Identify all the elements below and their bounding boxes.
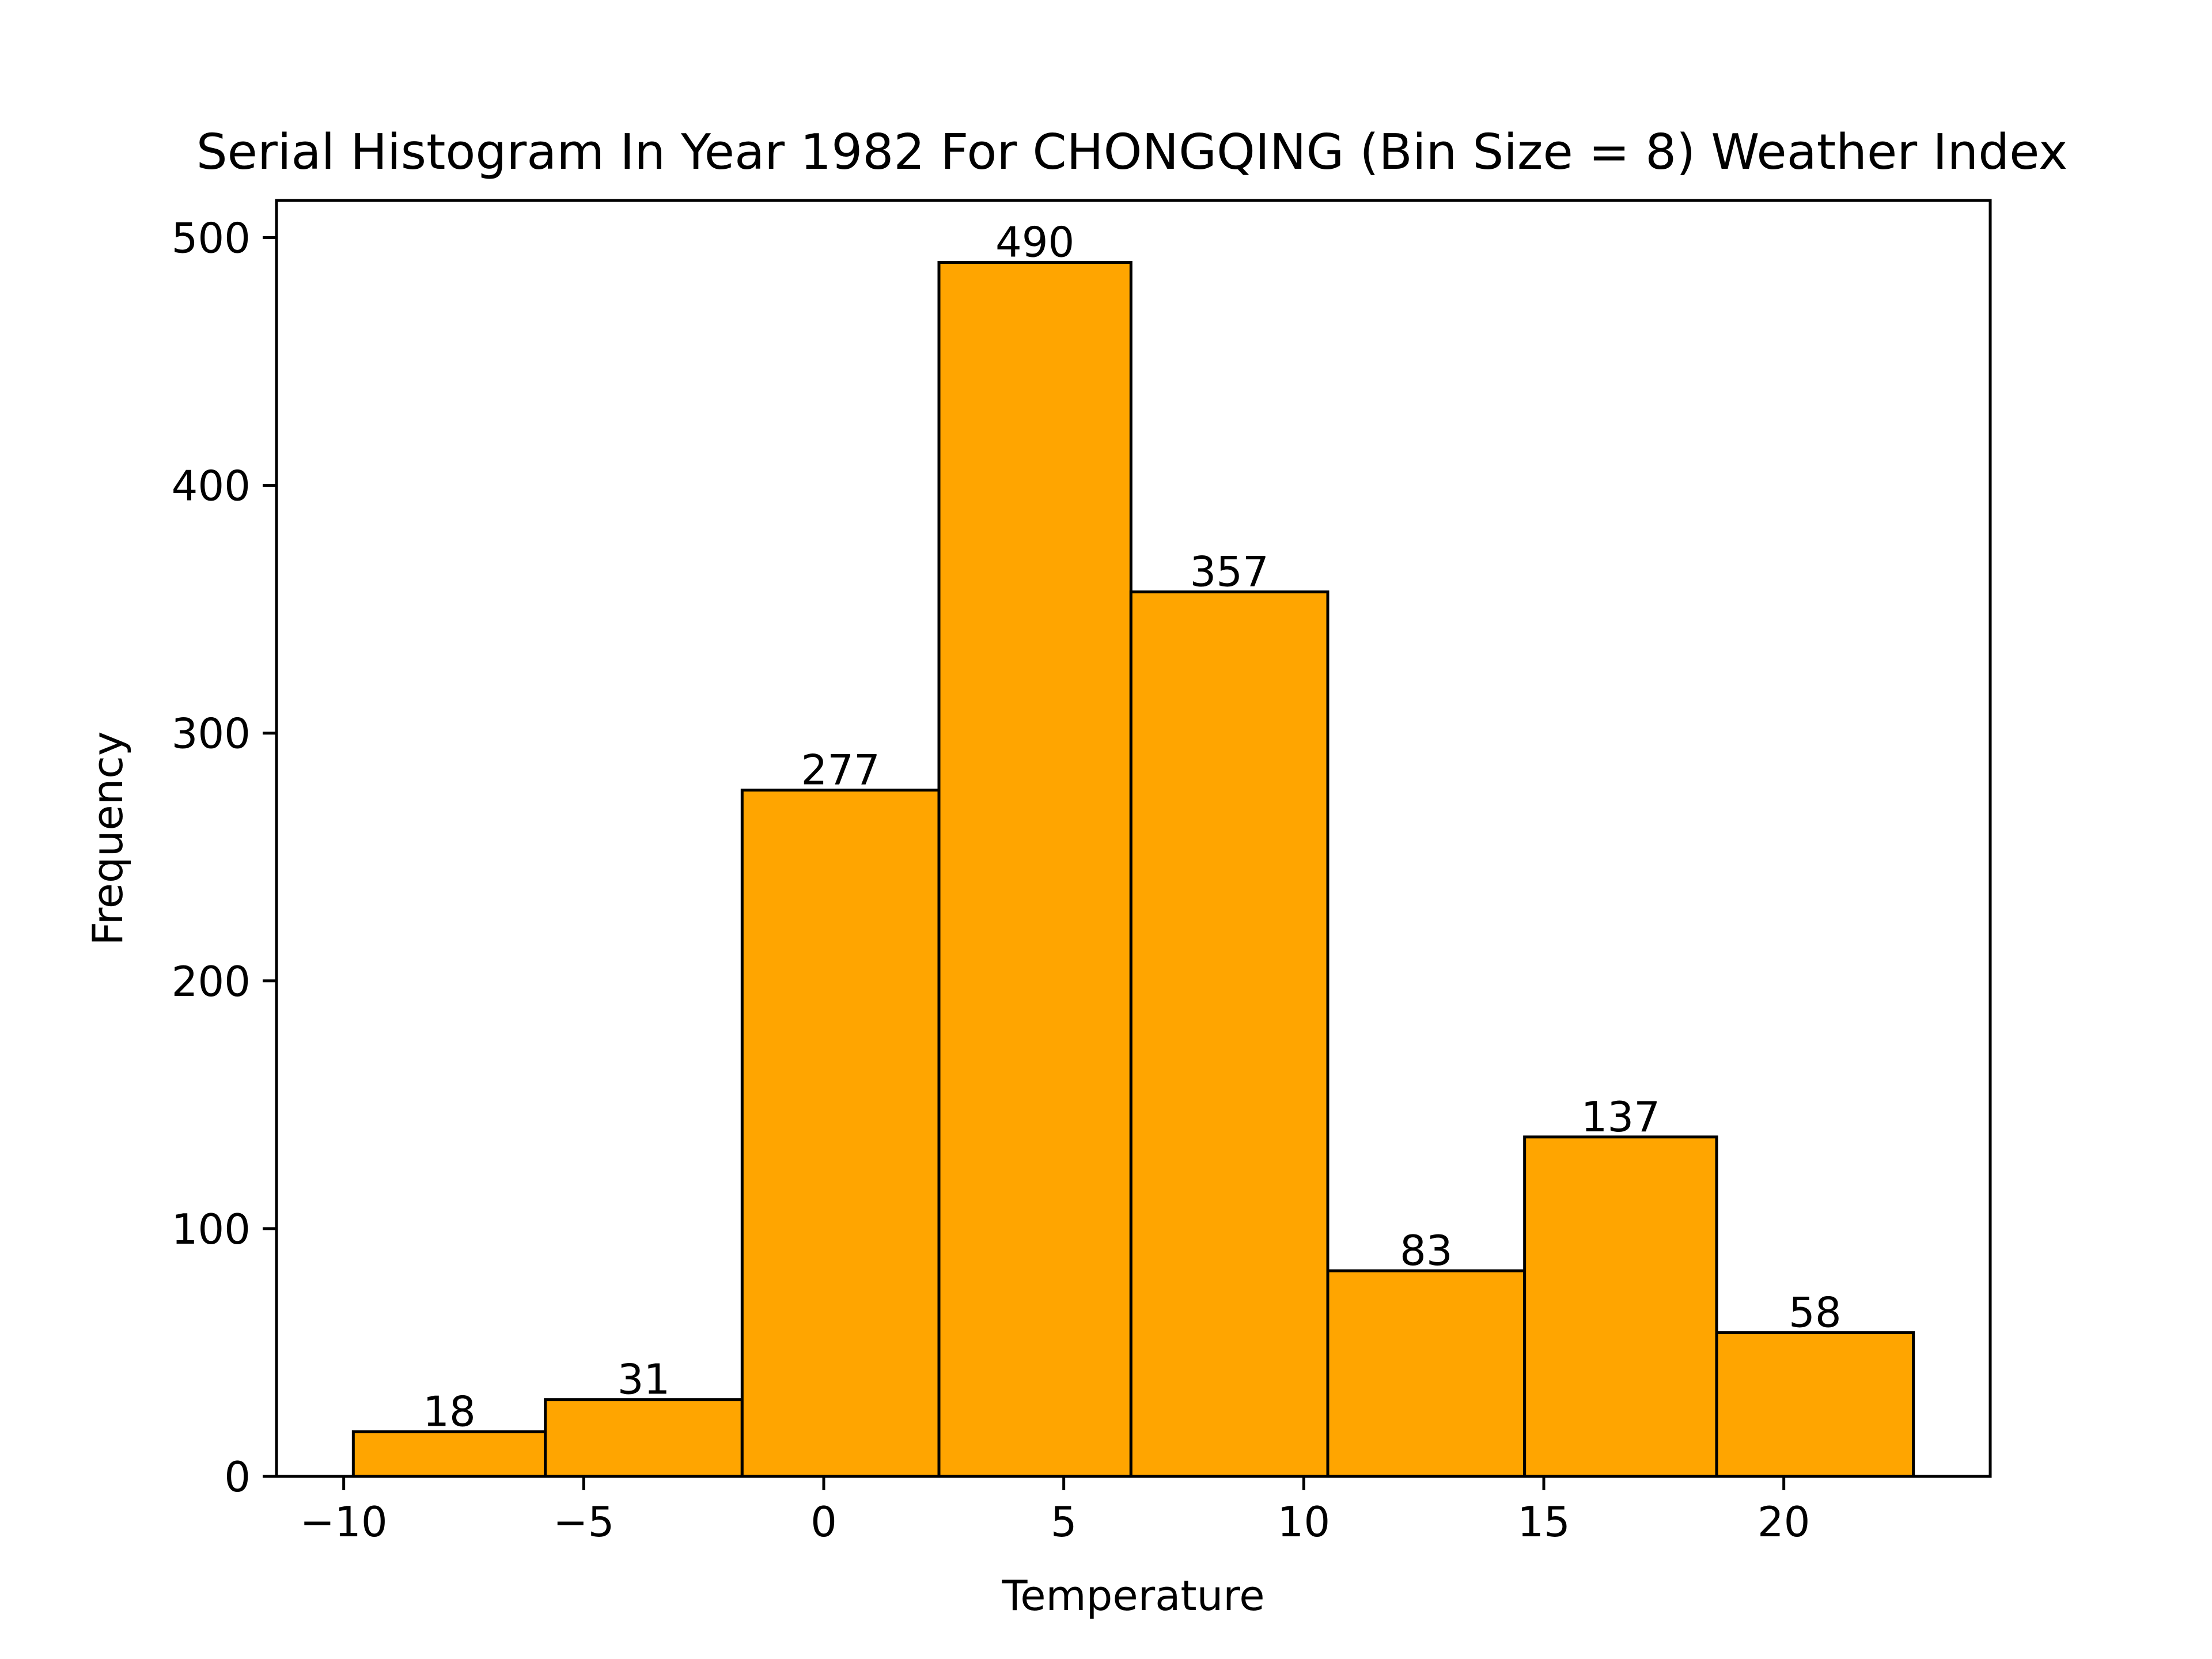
histogram-bar [1129,590,1330,1478]
bar-value-label: 58 [1789,1289,1842,1337]
y-axis-label: Frequency [84,732,132,946]
y-tick-label: 100 [172,1205,251,1253]
histogram-bar [1523,1135,1718,1478]
plot-area-frame [275,199,1992,1478]
y-tick-label: 400 [172,462,251,510]
histogram-bar [937,261,1132,1478]
bar-value-label: 18 [423,1388,476,1436]
data-labels-group: 18 31 277 490 357 83 137 58 [423,218,1841,1436]
bars-group [351,261,1915,1478]
x-tick-label: 20 [1758,1498,1810,1546]
bar-value-label: 137 [1581,1093,1660,1141]
y-axis-ticks: 0 100 200 300 400 500 [172,214,276,1501]
x-tick-label: 5 [1051,1498,1077,1546]
histogram-bar [1715,1331,1915,1478]
x-tick-label: −10 [300,1498,388,1546]
bar-value-label: 31 [618,1355,671,1404]
bar-value-label: 357 [1190,548,1268,596]
x-tick-label: 15 [1517,1498,1570,1546]
x-tick-label: 0 [810,1498,837,1546]
bar-value-label: 490 [995,218,1074,267]
histogram-bar [544,1398,744,1478]
x-tick-label: −5 [553,1498,614,1546]
bar-value-label: 277 [801,746,880,794]
x-tick-label: 10 [1278,1498,1331,1546]
y-tick-label: 200 [172,957,251,1006]
y-tick-label: 500 [172,214,251,263]
x-axis-ticks: −10 −5 0 5 10 15 20 [300,1476,1810,1546]
histogram-bar [740,789,941,1478]
chart-title: Serial Histogram In Year 1982 For CHONGQ… [196,124,2068,181]
histogram-bar [1326,1269,1527,1478]
histogram-bar [351,1430,547,1478]
y-tick-label: 300 [172,710,251,758]
bar-value-label: 83 [1400,1226,1453,1275]
x-axis-label: Temperature [1001,1571,1264,1620]
y-tick-label: 0 [224,1453,251,1501]
